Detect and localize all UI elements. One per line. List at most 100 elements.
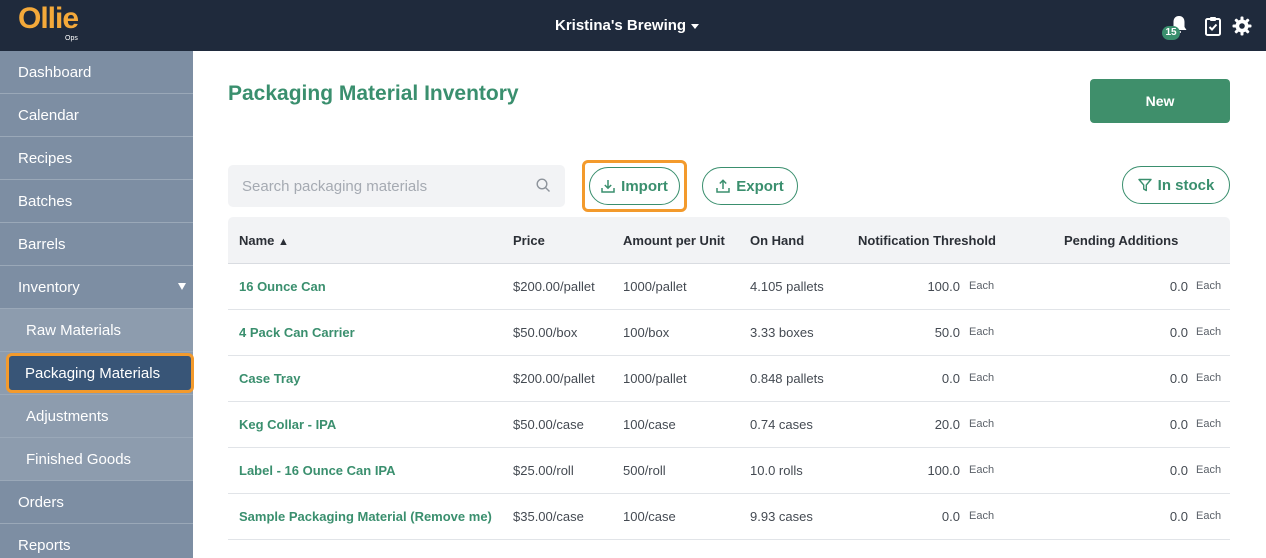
cell-on-hand: 0.74 cases [750, 417, 813, 432]
logo[interactable]: Ollie Ops [18, 2, 82, 46]
table-row[interactable]: Case Tray $200.00/pallet 1000/pallet 0.848 … [228, 356, 1230, 402]
sidebar-item-packaging-materials[interactable]: Packaging Materials [0, 352, 194, 395]
top-icons: 15 [1162, 12, 1252, 40]
header-name-label: Name [239, 233, 275, 248]
sidebar-item-batches[interactable]: Batches [0, 180, 193, 223]
cell-amount-per-unit: 500/roll [623, 463, 666, 478]
cell-pending: 0.0 [1169, 325, 1188, 340]
cell-pending: 0.0 [1169, 279, 1188, 294]
notifications-button[interactable]: 15 [1162, 12, 1194, 40]
cell-amount-per-unit: 100/case [623, 417, 676, 432]
header-on-hand[interactable]: On Hand [750, 233, 805, 248]
table-row[interactable]: 16 Ounce Can $200.00/pallet 1000/pallet 4.1… [228, 264, 1230, 310]
sidebar-item-raw-materials[interactable]: Raw Materials [0, 309, 193, 352]
logo-subtext: Ops [65, 35, 78, 42]
import-button[interactable]: Import [589, 167, 680, 205]
cell-name[interactable]: 16 Ounce Can [239, 279, 326, 294]
cell-name[interactable]: Keg Collar - IPA [239, 417, 337, 432]
cell-amount-per-unit: 1000/pallet [623, 371, 687, 386]
sidebar-item-dashboard[interactable]: Dashboard [0, 51, 193, 94]
cell-pending-unit: Each [1196, 510, 1222, 522]
cell-threshold-unit: Each [969, 326, 995, 338]
sidebar-item-adjustments[interactable]: Adjustments [0, 395, 193, 438]
cell-name[interactable]: Sample Packaging Material (Remove me) [239, 509, 492, 524]
table-row[interactable]: 4 Pack Can Carrier $50.00/box 100/box 3.33 … [228, 310, 1230, 356]
cell-name[interactable]: Label - 16 Ounce Can IPA [239, 463, 396, 478]
new-button[interactable]: New [1090, 79, 1230, 123]
cell-threshold: 20.0 [934, 417, 960, 432]
header-price[interactable]: Price [513, 233, 545, 248]
header-notification-threshold[interactable]: Notification Threshold [858, 233, 996, 248]
sidebar-item-label: Barrels [18, 235, 66, 253]
cell-price: $200.00/pallet [513, 279, 595, 294]
cell-price: $25.00/roll [513, 463, 574, 478]
brewery-switcher[interactable]: Kristina's Brewing [555, 17, 700, 34]
sidebar-item-orders[interactable]: Orders [0, 481, 193, 524]
gear-icon[interactable] [1232, 16, 1252, 36]
table-row[interactable]: Sample Packaging Material (Remove me) $35… [228, 494, 1230, 540]
cell-amount-per-unit: 100/case [623, 509, 676, 524]
cell-on-hand: 9.93 cases [750, 509, 813, 524]
cell-price: $50.00/box [513, 325, 578, 340]
search-icon[interactable] [536, 178, 551, 193]
cell-price: $35.00/case [513, 509, 584, 524]
sort-ascending-icon: ▲ [278, 236, 289, 248]
sidebar-item-label: Recipes [18, 150, 73, 167]
cell-pending: 0.0 [1169, 417, 1188, 432]
sidebar-item-label: Orders [18, 493, 64, 511]
cell-threshold: 0.0 [941, 509, 960, 524]
sidebar-item-label: Calendar [18, 106, 79, 124]
cell-pending: 0.0 [1169, 509, 1188, 524]
sidebar: Dashboard Calendar Recipes Batches Barre… [0, 51, 194, 558]
cell-pending-unit: Each [1196, 326, 1222, 338]
filter-icon [1137, 178, 1152, 192]
clipboard-check-icon[interactable] [1204, 16, 1222, 36]
cell-name[interactable]: Case Tray [239, 371, 301, 386]
table-header: Name ▲ Price Amount per Unit On Hand Not… [228, 217, 1230, 264]
sidebar-item-finished-goods[interactable]: Finished Goods [0, 438, 193, 481]
cell-on-hand: 10.0 rolls [750, 463, 803, 478]
table-row[interactable]: Label - 16 Ounce Can IPA $25.00/roll 500/r… [228, 448, 1230, 494]
export-button[interactable]: Export [702, 167, 798, 205]
inventory-table: Name ▲ Price Amount per Unit On Hand Not… [228, 217, 1230, 540]
sidebar-item-label: Packaging Materials [25, 364, 161, 382]
sidebar-item-label: Raw Materials [26, 321, 122, 339]
sidebar-item-inventory[interactable]: Inventory [0, 266, 193, 309]
sidebar-item-reports[interactable]: Reports [0, 524, 193, 558]
sidebar-item-label: Dashboard [18, 64, 92, 81]
cell-threshold: 100.0 [927, 463, 960, 478]
cell-pending-unit: Each [1196, 464, 1222, 476]
cell-threshold-unit: Each [969, 280, 995, 292]
sidebar-item-label: Reports [18, 536, 71, 554]
brewery-name: Kristina's Brewing [555, 17, 687, 34]
cell-pending-unit: Each [1196, 280, 1222, 292]
sidebar-item-barrels[interactable]: Barrels [0, 223, 193, 266]
header-name[interactable]: Name ▲ [239, 233, 289, 248]
in-stock-filter-button[interactable]: In stock [1122, 166, 1230, 204]
export-label: Export [736, 177, 784, 195]
sidebar-item-recipes[interactable]: Recipes [0, 137, 193, 180]
table-row[interactable]: Keg Collar - IPA $50.00/case 100/case 0.74 … [228, 402, 1230, 448]
cell-pending-unit: Each [1196, 372, 1222, 384]
import-label: Import [621, 177, 668, 195]
sidebar-item-label: Finished Goods [26, 450, 132, 468]
sidebar-item-label: Batches [18, 192, 73, 210]
cell-threshold-unit: Each [969, 418, 995, 430]
cell-name[interactable]: 4 Pack Can Carrier [239, 325, 355, 340]
chevron-down-icon [691, 24, 700, 29]
cell-amount-per-unit: 100/box [623, 325, 670, 340]
download-icon [601, 180, 615, 193]
header-amount-per-unit[interactable]: Amount per Unit [623, 233, 725, 248]
header-pending-additions[interactable]: Pending Additions [1064, 233, 1179, 248]
sidebar-item-label: Adjustments [26, 407, 109, 425]
cell-threshold-unit: Each [969, 372, 995, 384]
sidebar-item-calendar[interactable]: Calendar [0, 94, 193, 137]
search-input[interactable] [242, 177, 522, 195]
cell-pending: 0.0 [1169, 371, 1188, 386]
cell-price: $200.00/pallet [513, 371, 595, 386]
search-box [228, 165, 565, 207]
cell-amount-per-unit: 1000/pallet [623, 279, 687, 294]
sidebar-item-label: Inventory [18, 278, 80, 296]
import-highlight: Import [582, 160, 687, 212]
cell-threshold-unit: Each [969, 510, 995, 522]
